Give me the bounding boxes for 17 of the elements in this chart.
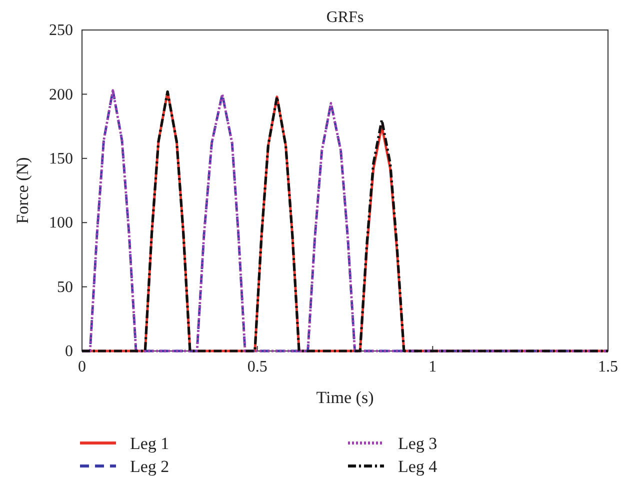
y-tick-label: 50 xyxy=(57,278,73,296)
chart-title: GRFs xyxy=(326,9,364,26)
x-tick-label: 0 xyxy=(78,358,86,376)
x-axis-title: Time (s) xyxy=(316,388,374,407)
y-tick-label: 250 xyxy=(49,22,73,40)
legend-label: Leg 2 xyxy=(130,457,170,476)
y-tick-label: 0 xyxy=(65,343,73,360)
legend-label: Leg 4 xyxy=(398,457,438,476)
x-tick-label: 1.5 xyxy=(598,358,618,376)
legend-label: Leg 3 xyxy=(398,434,438,453)
y-axis-title: Force (N) xyxy=(13,157,32,224)
x-tick-label: 1 xyxy=(428,358,437,376)
y-tick-label: 150 xyxy=(49,150,73,168)
x-tick-label: 0.5 xyxy=(247,358,268,376)
y-tick-label: 200 xyxy=(49,86,73,104)
y-tick-label: 100 xyxy=(49,214,73,232)
legend-label: Leg 1 xyxy=(130,434,170,453)
